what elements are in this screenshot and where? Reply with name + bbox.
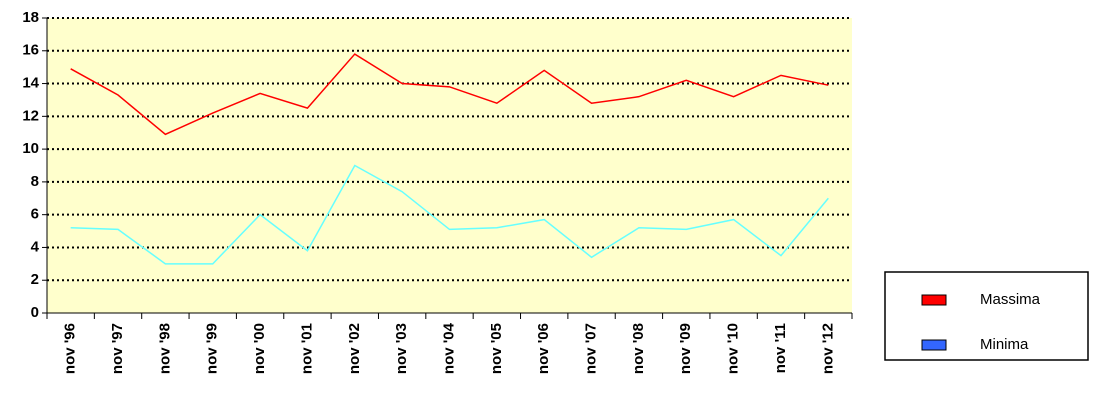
x-tick-label: nov '06 [535, 323, 552, 374]
legend-box [884, 271, 1089, 361]
x-tick-label: nov '08 [630, 323, 647, 374]
y-tick-label: 8 [31, 173, 39, 190]
legend-label: Massima [980, 291, 1041, 308]
y-tick-label: 16 [22, 42, 39, 59]
line [70, 53, 829, 136]
x-tick-label: nov '12 [819, 323, 836, 374]
x-tick-label: nov '11 [772, 323, 789, 373]
x-tick-label: nov '10 [725, 323, 742, 374]
x-tick-label: nov '07 [583, 323, 600, 374]
x-tick-label: nov '01 [298, 323, 315, 374]
x-tick-label: nov '00 [251, 323, 268, 374]
x-tick-label: nov '99 [204, 323, 221, 374]
x-tick-label: nov '05 [488, 323, 505, 374]
legend-swatch [921, 294, 947, 306]
plot-area [47, 18, 852, 313]
x-tick-label: nov '02 [346, 323, 363, 374]
x-tick-label: nov '96 [62, 323, 79, 374]
y-tick-label: 10 [22, 140, 39, 157]
x-tick-label: nov '97 [109, 323, 126, 374]
y-tick-label: 0 [31, 304, 39, 321]
y-tick-label: 18 [22, 9, 39, 26]
y-tick-label: 2 [31, 271, 39, 288]
y-tick-label: 14 [22, 75, 39, 92]
y-tick-label: 12 [22, 107, 39, 124]
line [70, 164, 829, 265]
legend-swatch [921, 339, 947, 351]
legend-label: Minima [980, 336, 1029, 353]
x-tick-label: nov '03 [393, 323, 410, 374]
x-tick-label: nov '98 [156, 323, 173, 374]
x-tick-label: nov '09 [677, 323, 694, 374]
y-tick-label: 4 [31, 238, 40, 255]
x-tick-label: nov '04 [440, 322, 457, 374]
y-tick-label: 6 [31, 206, 39, 223]
